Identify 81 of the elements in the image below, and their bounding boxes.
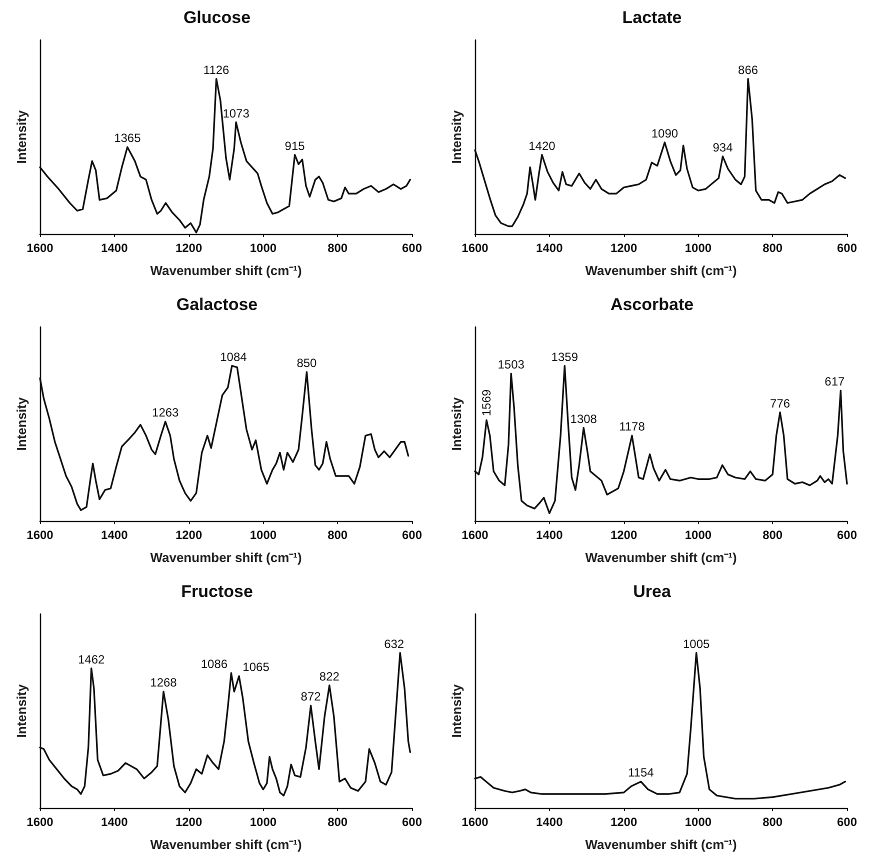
annotation: 1126	[203, 62, 230, 77]
x-axis-title: Wavenumber shift (cm⁻¹)	[585, 837, 737, 852]
x-tick-label: 800	[762, 815, 783, 829]
x-tick-label: 1400	[101, 815, 128, 829]
x-axis-title: Wavenumber shift (cm⁻¹)	[150, 550, 302, 565]
annotation: 934	[712, 140, 734, 154]
annotation: 1086	[200, 656, 228, 671]
x-tick-label: 800	[762, 241, 783, 255]
annotation: 1005	[682, 636, 710, 651]
x-tick-label: 1200	[175, 528, 202, 542]
x-tick-label: 1000	[684, 241, 712, 255]
x-tick-label: 1000	[250, 528, 277, 542]
x-tick-label: 800	[328, 528, 348, 542]
x-tick-label: 1400	[536, 241, 564, 255]
x-tick-label: 1600	[26, 528, 54, 542]
x-tick-label: 1400	[101, 241, 128, 255]
x-tick-label: 600	[836, 241, 858, 255]
x-tick-label: 1400	[536, 528, 564, 542]
annotation: 1065	[242, 660, 270, 674]
x-tick-label: 1600	[26, 241, 54, 255]
chart-title: Galactose	[176, 295, 258, 314]
x-tick-label: 1000	[250, 241, 277, 255]
annotation: 1090	[651, 126, 678, 140]
annotation: 1359	[551, 350, 578, 364]
annotation: 1263	[152, 406, 180, 420]
annotation: 1569	[480, 389, 494, 416]
x-tick-label: 600	[402, 241, 422, 255]
x-tick-label: 600	[402, 528, 422, 542]
annotation: 1462	[78, 652, 106, 666]
chart-title: Glucose	[183, 8, 251, 27]
x-tick-label: 1200	[610, 528, 638, 542]
x-tick-label: 800	[328, 241, 348, 255]
x-tick-label: 600	[836, 815, 858, 829]
annotation: 915	[284, 138, 306, 153]
x-axis-title: Wavenumber shift (cm⁻¹)	[150, 263, 302, 278]
annotation: 617	[824, 374, 846, 389]
annotation: 822	[319, 669, 340, 684]
x-tick-label: 1200	[610, 241, 638, 255]
annotation: 1268	[150, 676, 178, 690]
x-tick-label: 1600	[462, 815, 489, 829]
x-tick-label: 1000	[250, 815, 277, 829]
x-tick-label: 1200	[175, 815, 202, 829]
x-tick-label: 1600	[462, 241, 489, 255]
y-axis-title: Intensity	[14, 684, 29, 738]
x-tick-label: 800	[762, 528, 783, 542]
chart-title: Urea	[633, 582, 672, 601]
x-tick-label: 1400	[101, 528, 128, 542]
y-axis-title: Intensity	[449, 396, 464, 451]
x-tick-label: 600	[836, 528, 858, 542]
annotation: 1420	[528, 138, 556, 153]
annotation: 1503	[498, 358, 525, 372]
annotation: 1308	[570, 412, 598, 426]
chart-title: Lactate	[622, 8, 682, 27]
annotation: 1073	[222, 106, 250, 120]
x-tick-label: 1600	[462, 528, 489, 542]
annotation: 866	[738, 62, 758, 77]
chart-title: Ascorbate	[610, 295, 694, 314]
y-axis-title: Intensity	[449, 684, 464, 738]
x-axis-title: Wavenumber shift (cm⁻¹)	[150, 837, 302, 852]
annotation: 1154	[628, 766, 654, 780]
y-axis-title: Intensity	[449, 110, 464, 164]
x-tick-label: 1600	[26, 815, 54, 829]
x-tick-label: 800	[328, 815, 348, 829]
x-tick-label: 1400	[536, 815, 564, 829]
annotation: 776	[770, 396, 790, 410]
annotation: 850	[296, 356, 318, 370]
x-axis-title: Wavenumber shift (cm⁻¹)	[585, 550, 737, 565]
chart-title: Fructose	[181, 582, 253, 601]
y-axis-title: Intensity	[14, 110, 29, 164]
annotation: 632	[384, 636, 404, 651]
annotation: 1084	[220, 350, 248, 364]
annotation: 872	[300, 690, 322, 704]
x-tick-label: 1200	[610, 815, 638, 829]
x-tick-label: 1000	[684, 815, 712, 829]
x-axis-title: Wavenumber shift (cm⁻¹)	[585, 263, 737, 278]
y-axis-title: Intensity	[14, 396, 29, 451]
x-tick-label: 600	[402, 815, 422, 829]
x-tick-label: 1200	[175, 241, 202, 255]
annotation: 1178	[619, 420, 646, 434]
x-tick-label: 1000	[684, 528, 712, 542]
annotation: 1365	[114, 131, 142, 146]
